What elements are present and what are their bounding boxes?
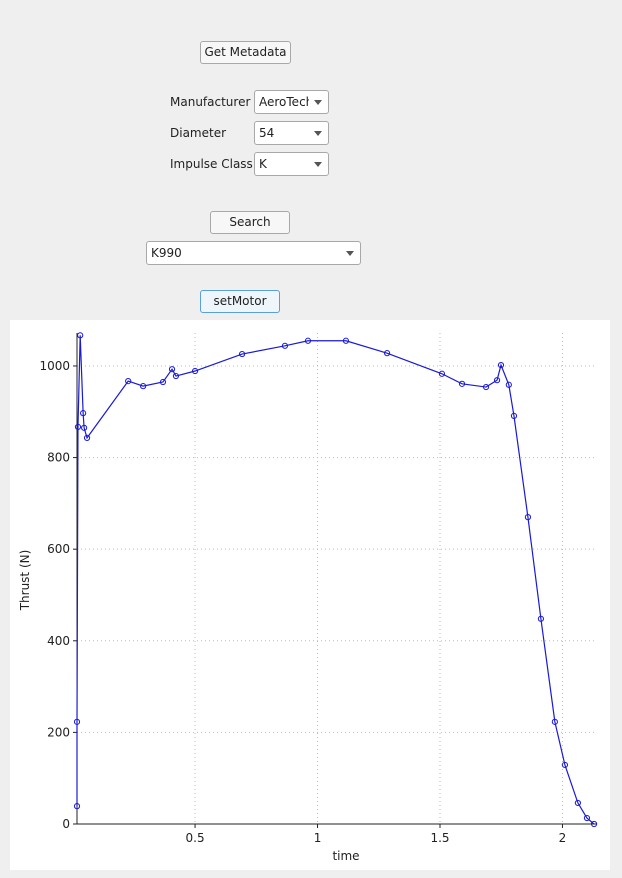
data-point [551,718,558,725]
y-tick-label: 1000 [39,359,70,373]
data-point [172,372,180,380]
data-point [505,381,512,388]
y-tick-label: 400 [47,634,70,648]
x-tick-label: 0.5 [186,831,205,845]
motor-value: K990 [151,246,182,260]
data-point [74,423,82,430]
data-point [81,424,88,431]
data-point [83,434,91,441]
chart-background [10,320,610,870]
diameter-value: 54 [259,126,275,140]
data-point [458,380,466,387]
data-point [383,350,391,357]
data-point [125,377,132,385]
y-tick-label: 600 [47,542,70,556]
data-point [590,820,598,828]
data-point [304,337,312,344]
data-point [73,718,81,725]
data-point [191,367,199,375]
data-point [537,615,545,622]
data-point [583,814,591,822]
data-point [510,412,518,420]
x-axis-label: time [332,849,359,863]
data-point [140,383,147,390]
data-point [168,366,176,373]
data-point [80,410,87,417]
get-metadata-button[interactable]: Get Metadata [200,41,291,64]
manufacturer-label: Manufacturer [170,95,251,109]
impulse-class-label: Impulse Class [170,157,253,171]
data-point [281,342,289,349]
motor-combo[interactable]: K990 [146,241,361,265]
y-tick-label: 800 [47,451,70,465]
diameter-combo[interactable]: 54 [254,121,329,145]
data-point [561,761,569,769]
set-motor-button[interactable]: setMotor [200,290,280,313]
data-point [73,803,81,810]
y-tick-label: 200 [47,725,70,739]
data-point [524,514,532,521]
x-tick-label: 1 [314,831,322,845]
y-tick-label: 0 [62,817,70,831]
data-point [238,350,246,358]
data-point [77,332,84,339]
data-point [497,361,505,369]
manufacturer-value: AeroTech [259,95,309,109]
data-point [482,383,490,391]
search-button[interactable]: Search [210,211,290,234]
data-point [342,337,350,344]
data-point [438,370,446,377]
manufacturer-combo[interactable]: AeroTech [254,90,329,114]
y-axis-label: Thrust (N) [18,550,32,612]
impulse-class-value: K [259,157,267,171]
thrust-line [76,335,595,825]
impulse-class-combo[interactable]: K [254,152,329,176]
data-point [493,377,501,384]
diameter-label: Diameter [170,126,227,140]
x-tick-label: 1.5 [430,831,449,845]
x-tick-label: 2 [559,831,567,845]
data-point [574,799,581,807]
chart: time Thrust (N) 0 200 400 600 800 1000 0.5 1 1.5… [10,320,610,870]
data-point [159,378,167,386]
